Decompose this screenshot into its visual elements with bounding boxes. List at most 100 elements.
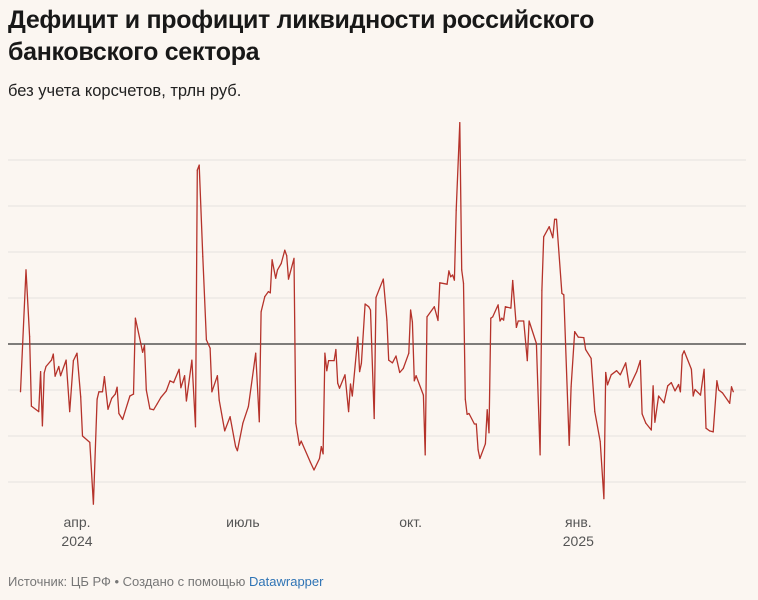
data-point	[583, 337, 585, 339]
data-point	[388, 359, 390, 361]
data-point	[625, 362, 627, 364]
data-point	[504, 306, 506, 308]
data-point	[25, 269, 27, 271]
data-point	[247, 406, 249, 408]
data-point	[359, 371, 361, 373]
data-point	[19, 391, 22, 393]
data-point	[293, 257, 295, 259]
data-point	[52, 353, 54, 355]
data-point	[477, 449, 479, 451]
data-point	[603, 498, 605, 500]
chart-title: Дефицит и профицит ликвидности российско…	[8, 6, 595, 66]
data-point	[224, 430, 226, 432]
data-point	[552, 237, 554, 239]
data-point	[619, 374, 621, 376]
data-point	[439, 282, 441, 284]
data-point	[198, 164, 200, 166]
data-point	[364, 303, 366, 305]
data-point	[446, 283, 448, 285]
data-point	[543, 236, 545, 238]
data-point	[344, 374, 346, 376]
data-point	[235, 446, 237, 448]
data-point	[639, 360, 641, 362]
data-point	[730, 386, 733, 388]
data-point	[140, 342, 142, 345]
data-point	[280, 262, 282, 265]
data-point	[679, 391, 682, 393]
data-point	[69, 411, 71, 413]
data-point	[437, 319, 439, 322]
data-point	[60, 375, 62, 377]
data-point	[368, 306, 370, 308]
data-point	[143, 344, 146, 346]
data-point	[111, 397, 113, 399]
data-point	[528, 320, 530, 322]
data-point	[413, 380, 415, 382]
gridlines	[8, 159, 746, 483]
data-point	[515, 326, 518, 328]
data-point	[184, 375, 186, 377]
data-point	[180, 387, 182, 389]
data-point	[236, 450, 238, 452]
data-point	[375, 296, 377, 299]
data-point	[455, 209, 457, 211]
data-point	[386, 319, 388, 321]
data-point	[209, 347, 211, 349]
data-point	[333, 360, 335, 362]
data-point	[216, 375, 218, 377]
data-point	[320, 446, 322, 448]
data-point	[337, 382, 339, 384]
data-point	[526, 360, 528, 362]
data-point	[468, 412, 470, 415]
data-point	[149, 408, 151, 410]
data-point	[610, 374, 612, 376]
data-point	[369, 309, 372, 311]
source-text: Источник: ЦБ РФ • Создано с помощью	[8, 574, 250, 589]
data-point	[641, 413, 643, 415]
data-point	[616, 370, 618, 372]
data-point	[194, 426, 197, 428]
data-point	[72, 360, 74, 362]
data-point	[348, 411, 350, 413]
data-point	[703, 368, 705, 370]
data-point	[650, 429, 652, 431]
data-point	[585, 348, 587, 351]
data-point	[267, 291, 269, 293]
data-point	[264, 296, 266, 298]
data-point	[488, 432, 490, 434]
data-point	[116, 386, 118, 388]
data-point	[721, 392, 724, 394]
data-point	[65, 359, 67, 361]
data-point	[313, 469, 315, 471]
data-point	[205, 339, 207, 341]
data-point	[599, 440, 601, 443]
data-point	[539, 454, 541, 456]
data-point	[424, 454, 426, 456]
x-tick-year: 2025	[563, 533, 594, 549]
data-point	[510, 307, 512, 309]
data-point	[242, 422, 244, 424]
data-point	[379, 287, 381, 289]
data-point	[81, 435, 84, 437]
data-point	[287, 278, 290, 280]
data-point	[415, 375, 417, 377]
data-point	[269, 292, 271, 294]
data-point	[382, 278, 384, 280]
data-point	[255, 352, 257, 354]
x-tick-label: окт.	[399, 514, 422, 530]
data-point	[594, 411, 596, 413]
data-point	[663, 402, 665, 404]
data-point	[678, 383, 680, 386]
data-point	[732, 391, 734, 393]
data-point	[318, 457, 321, 460]
datawrapper-link[interactable]: Datawrapper	[249, 574, 324, 589]
data-point	[145, 389, 147, 391]
data-point	[718, 389, 720, 391]
data-point	[298, 444, 300, 446]
data-point	[43, 372, 45, 374]
data-point	[357, 336, 359, 338]
data-point	[286, 255, 288, 257]
data-point	[276, 269, 279, 271]
data-point	[570, 386, 572, 388]
data-point	[411, 321, 413, 323]
